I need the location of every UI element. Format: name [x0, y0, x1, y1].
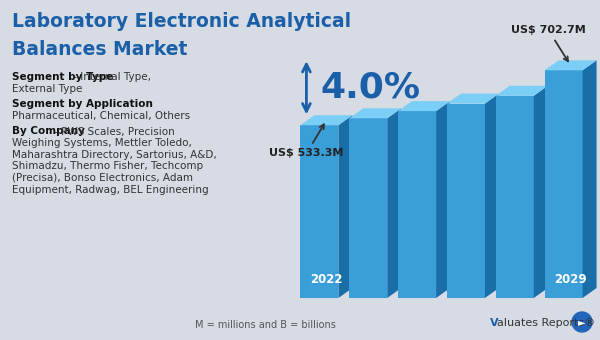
- Text: Weighing Systems, Mettler Toledo,: Weighing Systems, Mettler Toledo,: [12, 138, 192, 148]
- Polygon shape: [338, 115, 352, 298]
- Text: External Type: External Type: [12, 84, 82, 94]
- Polygon shape: [545, 60, 596, 70]
- Polygon shape: [398, 101, 450, 111]
- Polygon shape: [583, 60, 596, 298]
- Polygon shape: [398, 111, 436, 298]
- Text: Pharmaceutical, Chemical, Others: Pharmaceutical, Chemical, Others: [12, 111, 190, 121]
- Polygon shape: [485, 94, 499, 298]
- Polygon shape: [436, 101, 450, 298]
- Polygon shape: [534, 86, 548, 298]
- Text: Shimadzu, Thermo Fisher, Techcomp: Shimadzu, Thermo Fisher, Techcomp: [12, 162, 203, 171]
- Text: Segment by Application: Segment by Application: [12, 99, 153, 109]
- Text: 4.0%: 4.0%: [320, 71, 421, 105]
- Polygon shape: [387, 108, 401, 298]
- Polygon shape: [447, 104, 485, 298]
- Text: Balances Market: Balances Market: [12, 40, 187, 59]
- Text: 2022: 2022: [310, 273, 343, 286]
- Text: -: -: [98, 99, 105, 109]
- Circle shape: [572, 312, 592, 332]
- Text: US$ 533.3M: US$ 533.3M: [269, 124, 344, 158]
- Text: - PWS Scales, Precision: - PWS Scales, Precision: [51, 126, 175, 136]
- Text: 2029: 2029: [554, 273, 587, 286]
- Text: (Precisa), Bonso Electronics, Adam: (Precisa), Bonso Electronics, Adam: [12, 173, 193, 183]
- Text: By Company: By Company: [12, 126, 85, 136]
- Polygon shape: [301, 115, 352, 125]
- Text: aluates Reports®: aluates Reports®: [497, 318, 595, 328]
- Polygon shape: [349, 118, 387, 298]
- Text: - Internal Type,: - Internal Type,: [71, 72, 151, 82]
- Polygon shape: [496, 96, 534, 298]
- Text: Maharashtra Directory, Sartorius, A&D,: Maharashtra Directory, Sartorius, A&D,: [12, 150, 217, 160]
- Text: Laboratory Electronic Analytical: Laboratory Electronic Analytical: [12, 12, 351, 31]
- Polygon shape: [447, 94, 499, 104]
- Polygon shape: [301, 125, 338, 298]
- Polygon shape: [545, 70, 583, 298]
- Text: M = millions and B = billions: M = millions and B = billions: [195, 320, 336, 330]
- Text: V: V: [490, 318, 499, 328]
- Text: Equipment, Radwag, BEL Engineering: Equipment, Radwag, BEL Engineering: [12, 185, 209, 194]
- Polygon shape: [496, 86, 548, 96]
- Text: US$ 702.7M: US$ 702.7M: [511, 25, 586, 61]
- Polygon shape: [349, 108, 401, 118]
- Text: ►: ►: [578, 317, 586, 327]
- Text: Segment by Type: Segment by Type: [12, 72, 113, 82]
